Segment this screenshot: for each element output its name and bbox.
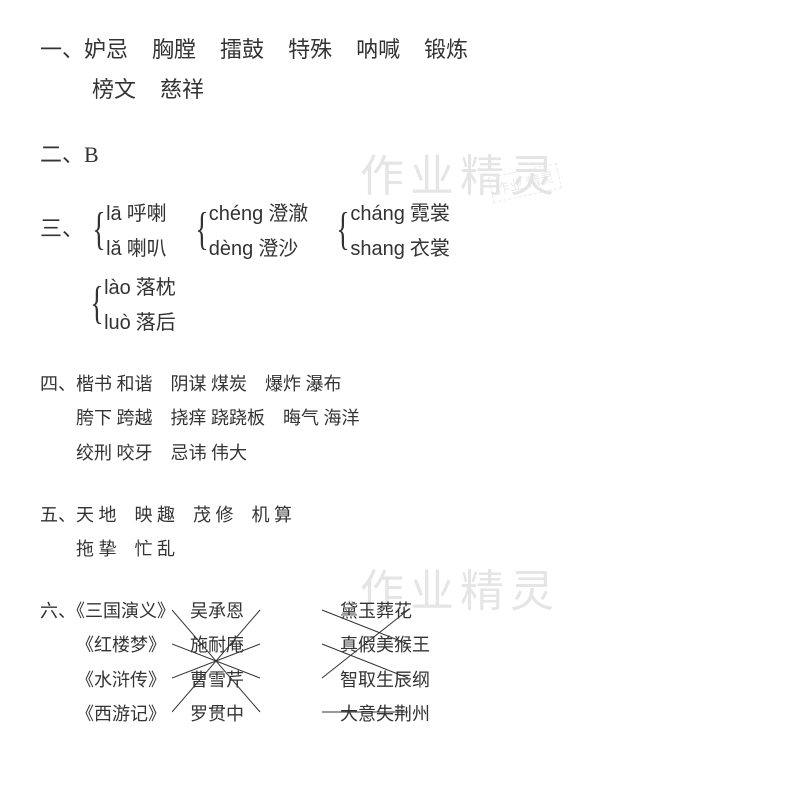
plot-2: 智取生辰纲	[340, 663, 500, 697]
section-1: 一、妒忌胸膛擂鼓特殊呐喊锻炼 榜文慈祥	[40, 30, 760, 109]
s1-w1: 胸膛	[152, 37, 196, 62]
section-4: 四、楷书 和谐 阴谋 煤炭 爆炸 瀑布 胯下 跨越 挠痒 跷跷板 晦气 海洋 绞…	[40, 367, 760, 470]
wd-1-0: 澄澈	[268, 203, 308, 225]
plot-1: 真假美猴王	[340, 628, 500, 662]
s4-l0: 楷书 和谐 阴谋 煤炭 爆炸 瀑布	[76, 374, 342, 394]
py-2-1: shang	[350, 238, 405, 260]
six-row-1: 《红楼梦》 施耐庵 真假美猴王	[40, 628, 760, 662]
pinyin-group-2: { cháng 霓裳 shang 衣裳	[332, 197, 450, 261]
book-1: 《红楼梦》	[40, 628, 190, 662]
section-3-label: 三、	[40, 197, 84, 243]
bracket-icon: {	[92, 206, 105, 252]
s1-w5: 锻炼	[424, 37, 468, 62]
s4-l2: 绞刑 咬牙 忌讳 伟大	[40, 436, 760, 470]
py-1-1: dèng	[209, 238, 254, 260]
py-3-1: luò	[104, 312, 131, 334]
book-2: 《水浒传》	[40, 663, 190, 697]
wd-0-0: 呼喇	[127, 203, 167, 225]
book-3: 《西游记》	[40, 697, 190, 731]
s5-l1: 拖 挚 忙 乱	[40, 532, 760, 566]
section-6: 六、《三国演义》 吴承恩 黛玉葬花 《红楼梦》 施耐庵 真假美猴王 《水浒传》 …	[40, 594, 760, 731]
bracket-icon: {	[90, 280, 103, 326]
plot-0: 黛玉葬花	[340, 594, 500, 628]
bracket-icon: {	[337, 206, 350, 252]
section-2: 二、B	[40, 137, 760, 169]
six-row-2: 《水浒传》 曹雪芹 智取生辰纲	[40, 663, 760, 697]
wd-0-1: 喇叭	[127, 238, 167, 260]
section-5: 五、天 地 映 趣 茂 修 机 算 拖 挚 忙 乱	[40, 498, 760, 566]
author-1: 施耐庵	[190, 628, 340, 662]
s4-l1: 胯下 跨越 挠痒 跷跷板 晦气 海洋	[40, 401, 760, 435]
s1-w0: 妒忌	[84, 37, 128, 62]
pinyin-group-3: { lào 落枕 luò 落后	[86, 271, 760, 335]
author-3: 罗贯中	[190, 697, 340, 731]
author-0: 吴承恩	[190, 594, 340, 628]
section-1-line2: 榜文慈祥	[40, 70, 760, 110]
section-6-label: 六、	[40, 601, 76, 621]
wd-2-0: 霓裳	[410, 203, 450, 225]
section-5-label: 五、	[40, 505, 76, 525]
wd-2-1: 衣裳	[410, 238, 450, 260]
s1-w4: 呐喊	[356, 37, 400, 62]
section-1-line1: 一、妒忌胸膛擂鼓特殊呐喊锻炼	[40, 30, 760, 70]
section-1-label: 一、	[40, 37, 84, 62]
s1-l2-w0: 榜文	[92, 77, 136, 102]
six-row-3: 《西游记》 罗贯中 大意失荆州	[40, 697, 760, 731]
py-0-0: lā	[106, 203, 122, 225]
py-2-0: cháng	[350, 203, 405, 225]
wd-3-0: 落枕	[136, 277, 176, 299]
author-2: 曹雪芹	[190, 663, 340, 697]
plot-3: 大意失荆州	[340, 697, 500, 731]
py-3-0: lào	[104, 277, 131, 299]
section-2-label: 二、	[40, 142, 84, 167]
section-3-row2: { lào 落枕 luò 落后	[40, 271, 760, 335]
bracket-icon: {	[195, 206, 208, 252]
wd-1-1: 澄沙	[258, 238, 298, 260]
s1-w3: 特殊	[288, 37, 332, 62]
six-row-0: 六、《三国演义》 吴承恩 黛玉葬花	[40, 594, 760, 628]
s1-l2-w1: 慈祥	[160, 77, 204, 102]
py-1-0: chéng	[209, 203, 264, 225]
s1-w2: 擂鼓	[220, 37, 264, 62]
section-4-label: 四、	[40, 374, 76, 394]
py-0-1: lǎ	[106, 238, 122, 260]
section-3-row1: 三、 { lā 呼喇 lǎ 喇叭 { chéng 澄澈 dèng 澄沙 { ch…	[40, 197, 760, 261]
s5-l0: 天 地 映 趣 茂 修 机 算	[76, 505, 292, 525]
book-0: 《三国演义》	[76, 601, 175, 621]
section-2-answer: B	[84, 142, 99, 167]
pinyin-group-1: { chéng 澄澈 dèng 澄沙	[191, 197, 309, 261]
pinyin-group-0: { lā 呼喇 lǎ 喇叭	[88, 197, 167, 261]
wd-3-1: 落后	[136, 312, 176, 334]
